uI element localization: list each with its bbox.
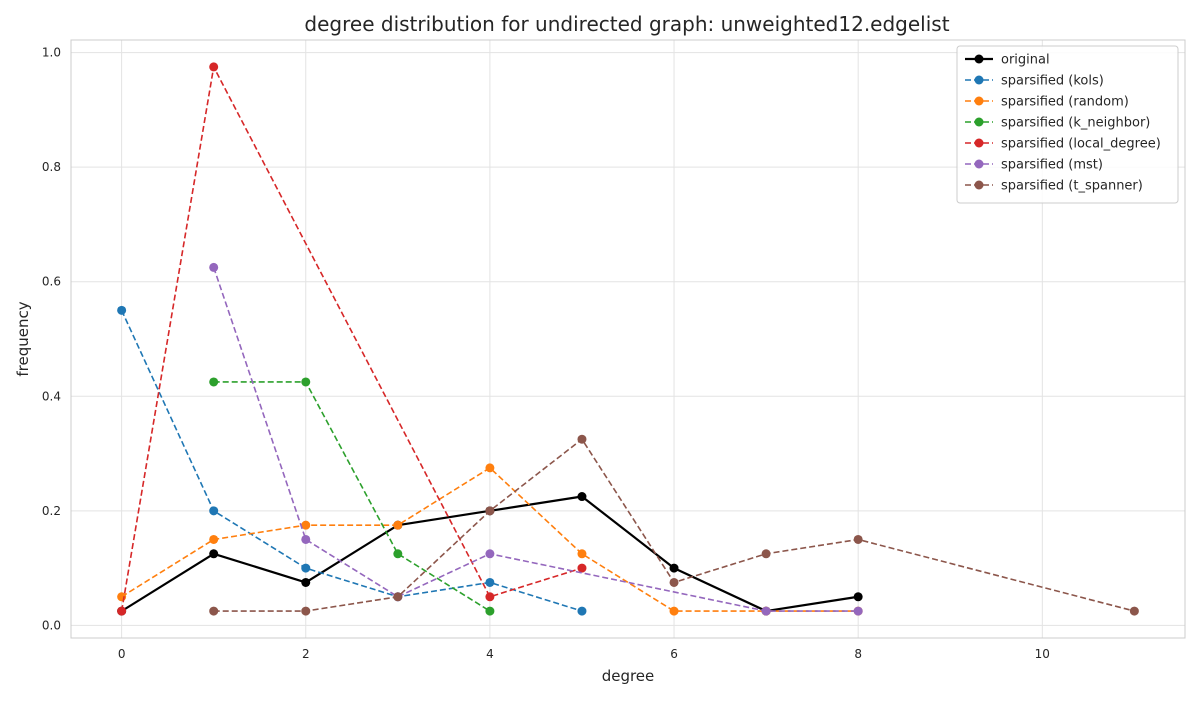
- data-point: [393, 549, 403, 559]
- data-point: [669, 606, 679, 616]
- data-point: [393, 592, 403, 602]
- legend-label: sparsified (k_neighbor): [1001, 116, 1150, 131]
- x-tick-label: 6: [670, 647, 678, 661]
- data-point: [209, 262, 219, 272]
- data-point: [301, 377, 311, 387]
- data-point: [301, 534, 311, 544]
- legend-label: original: [1001, 53, 1050, 68]
- data-point: [669, 563, 679, 573]
- data-point: [301, 606, 311, 616]
- data-point: [209, 606, 219, 616]
- x-axis-label: degree: [602, 667, 655, 685]
- series-line-sparsified-mst: [212, 267, 859, 612]
- legend-label: sparsified (random): [1001, 95, 1129, 110]
- data-point: [485, 606, 495, 616]
- legend-item: sparsified (mst): [965, 158, 1103, 173]
- y-tick-label: 0.6: [42, 275, 61, 289]
- data-point: [1129, 606, 1139, 616]
- series-layer: [117, 62, 1139, 616]
- data-point: [485, 577, 495, 587]
- data-point: [485, 592, 495, 602]
- data-point: [301, 577, 311, 587]
- data-point: [853, 534, 863, 544]
- data-point: [577, 434, 587, 444]
- legend-item: sparsified (kols): [965, 74, 1104, 89]
- legend-label: sparsified (t_spanner): [1001, 179, 1143, 194]
- ticks-layer: 0 2 4 6 8 10 0.0 0.2 0.4 0.6 0.8 1.0: [42, 46, 1050, 661]
- data-point: [577, 563, 587, 573]
- legend-item: sparsified (k_neighbor): [965, 116, 1150, 131]
- data-point: [209, 506, 219, 516]
- y-tick-label: 0.0: [42, 618, 61, 632]
- x-tick-label: 2: [302, 647, 310, 661]
- legend-marker: [974, 159, 984, 169]
- x-tick-label: 4: [486, 647, 494, 661]
- legend-label: sparsified (local_degree): [1001, 137, 1161, 152]
- legend-marker: [974, 180, 984, 190]
- data-point: [301, 563, 311, 573]
- y-tick-label: 0.4: [42, 389, 61, 403]
- data-point: [209, 62, 219, 72]
- data-point: [209, 377, 219, 387]
- x-tick-label: 8: [854, 647, 862, 661]
- x-tick-label: 0: [118, 647, 126, 661]
- data-point: [117, 305, 127, 315]
- series-line-sparsified-kols: [120, 310, 583, 612]
- data-point: [393, 520, 403, 530]
- legend-marker: [974, 117, 984, 127]
- legend-marker: [974, 138, 984, 148]
- data-point: [301, 520, 311, 530]
- data-point: [669, 577, 679, 587]
- x-tick-label: 10: [1035, 647, 1050, 661]
- series-line-sparsified-k-neighbor: [213, 381, 491, 612]
- data-point: [761, 606, 771, 616]
- data-point: [577, 549, 587, 559]
- data-point: [761, 549, 771, 559]
- legend-item: original: [965, 53, 1050, 68]
- data-point: [485, 506, 495, 516]
- data-point: [577, 606, 587, 616]
- chart-title: degree distribution for undirected graph…: [304, 12, 949, 36]
- data-point: [117, 606, 127, 616]
- y-tick-label: 0.2: [42, 504, 61, 518]
- y-tick-label: 1.0: [42, 46, 61, 60]
- data-point: [485, 549, 495, 559]
- y-axis-label: frequency: [14, 301, 32, 376]
- legend-marker: [974, 96, 984, 106]
- series-sparsified-k-neighbor: [209, 377, 495, 616]
- y-tick-label: 0.8: [42, 160, 61, 174]
- series-line-sparsified-random: [121, 467, 859, 612]
- legend-item: sparsified (local_degree): [965, 137, 1161, 152]
- data-point: [485, 463, 495, 473]
- data-point: [853, 606, 863, 616]
- legend-label: sparsified (mst): [1001, 158, 1103, 173]
- legend-box: [956, 45, 1179, 204]
- series-line-sparsified-local-degree: [120, 66, 583, 612]
- legend-marker: [974, 75, 984, 85]
- data-point: [209, 549, 219, 559]
- data-point: [577, 492, 587, 502]
- data-point: [853, 592, 863, 602]
- plot-frame: [70, 39, 1186, 639]
- series-sparsified-local-degree: [117, 62, 587, 616]
- legend-item: sparsified (random): [965, 95, 1129, 110]
- legend: original sparsified (kols) sparsified (ran…: [956, 45, 1179, 204]
- legend-item: sparsified (t_spanner): [965, 179, 1143, 194]
- legend-marker: [974, 54, 984, 64]
- legend-label: sparsified (kols): [1001, 74, 1104, 89]
- series-sparsified-t-spanner: [209, 434, 1139, 616]
- data-point: [209, 534, 219, 544]
